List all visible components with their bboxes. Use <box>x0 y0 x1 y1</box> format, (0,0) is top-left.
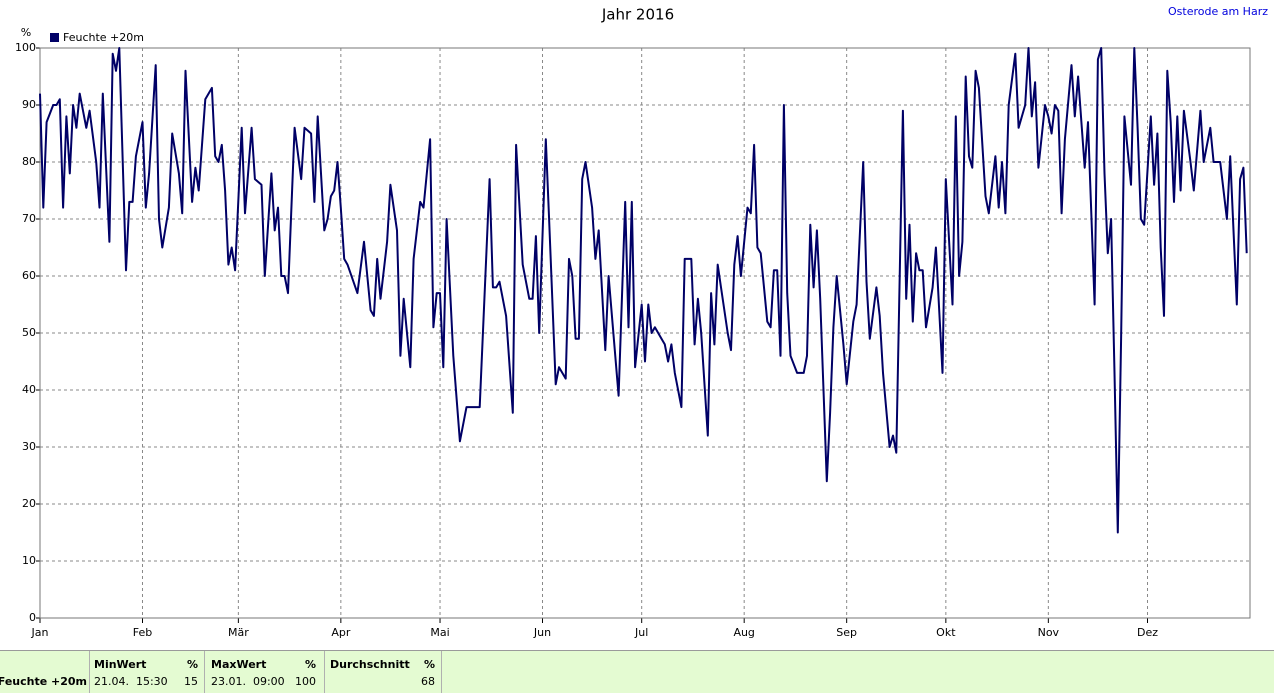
stats-value: 15 <box>184 675 198 688</box>
stats-footer: Feuchte +20m MinWert % 21.04. 15:30 15 M… <box>0 650 1274 693</box>
x-tick-label: Feb <box>133 626 152 639</box>
y-tick-label: 80 <box>22 155 36 168</box>
y-tick-label: 50 <box>22 326 36 339</box>
legend-label: Feuchte +20m <box>63 31 144 44</box>
x-tick-label: Mai <box>430 626 449 639</box>
stats-time: 23.01. 09:00 <box>211 675 285 688</box>
stats-avg-cell: Durchschnitt % 68 <box>325 651 442 693</box>
stats-header: MaxWert <box>211 658 267 671</box>
stats-header: Durchschnitt <box>330 658 410 671</box>
stats-row-label: Feuchte +20m <box>0 675 87 688</box>
stats-value: 68 <box>421 675 435 688</box>
y-tick-label: 0 <box>29 611 36 624</box>
stats-unit: % <box>304 658 316 671</box>
stats-time: 21.04. 15:30 <box>94 675 168 688</box>
stats-value: 100 <box>295 675 316 688</box>
y-tick-label: 90 <box>22 98 36 111</box>
x-tick-label: Sep <box>836 626 857 639</box>
plot-frame <box>39 47 1251 619</box>
y-axis-label: % <box>21 26 31 39</box>
stats-header: MinWert <box>94 658 147 671</box>
y-tick-label: 40 <box>22 383 36 396</box>
x-tick-label: Jun <box>533 626 551 639</box>
y-tick-label: 20 <box>22 497 36 510</box>
chart-title: Jahr 2016 <box>601 6 674 24</box>
stats-max-cell: MaxWert % 23.01. 09:00 100 <box>205 651 325 693</box>
x-tick-label: Jan <box>31 626 49 639</box>
stats-unit: % <box>423 658 435 671</box>
legend-swatch <box>50 33 59 42</box>
x-tick-label: Dez <box>1137 626 1158 639</box>
stats-unit: % <box>186 658 198 671</box>
station-name: Osterode am Harz <box>1168 5 1268 18</box>
y-tick-label: 100 <box>15 41 36 54</box>
data-line <box>39 47 1248 534</box>
x-tick-label: Jul <box>634 626 648 639</box>
y-tick-label: 10 <box>22 554 36 567</box>
stats-min-cell: MinWert % 21.04. 15:30 15 <box>90 651 205 693</box>
x-tick-label: Mär <box>228 626 249 639</box>
chart: Jahr 2016 Osterode am Harz % 0 10 20 30 40 50… <box>15 5 1268 639</box>
y-tick-label: 30 <box>22 440 36 453</box>
x-tick-label: Nov <box>1038 626 1060 639</box>
x-tick-label: Apr <box>331 626 351 639</box>
y-tick-label: 60 <box>22 269 36 282</box>
x-tick-label: Aug <box>733 626 754 639</box>
x-tick-label: Okt <box>936 626 956 639</box>
stats-row-label-cell: Feuchte +20m <box>0 651 90 693</box>
y-tick-label: 70 <box>22 212 36 225</box>
